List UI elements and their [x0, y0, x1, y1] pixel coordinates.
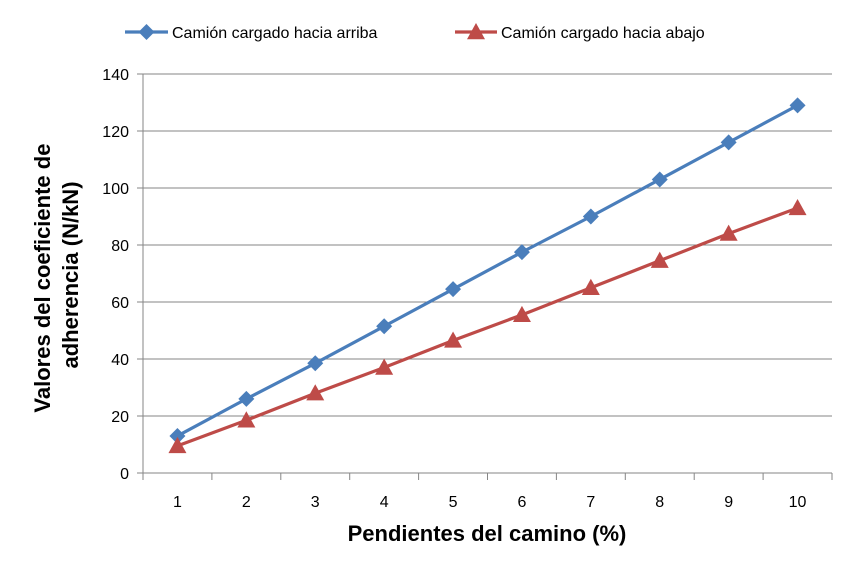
data-point — [237, 411, 256, 428]
series-1 — [169, 97, 806, 444]
y-tick-labels: 0 20 40 60 80 100 120 140 — [102, 67, 129, 483]
data-point — [444, 331, 463, 348]
data-point — [375, 358, 394, 375]
data-point — [719, 224, 738, 241]
data-point — [788, 198, 807, 216]
data-point — [376, 318, 393, 335]
x-axis-title: Pendientes del camino (%) — [348, 521, 627, 546]
y-axis-title: Valores del coeficiente de adherencia (N… — [30, 137, 83, 412]
data-point — [238, 390, 255, 407]
data-point — [169, 427, 186, 444]
y-tick-label: 140 — [102, 67, 129, 84]
legend-marker — [467, 23, 485, 40]
y-axis-title-line-2: adherencia (N/kN) — [58, 181, 83, 368]
y-tick-label: 120 — [102, 124, 129, 141]
data-point — [513, 244, 530, 261]
x-tick-label: 2 — [242, 494, 251, 511]
y-tick-label: 100 — [102, 181, 129, 198]
legend-item-2: Camión cargado hacia abajo — [455, 23, 705, 42]
x-tick-label: 6 — [517, 494, 526, 511]
axes — [137, 73, 833, 480]
series-2 — [168, 198, 807, 454]
x-tick-label: 4 — [380, 494, 389, 511]
data-point — [306, 384, 325, 401]
x-tick-label: 3 — [311, 494, 320, 511]
gridlines — [143, 73, 832, 417]
data-point — [168, 436, 187, 454]
x-tick-label: 9 — [724, 494, 733, 511]
x-tick-label: 5 — [449, 494, 458, 511]
data-point — [651, 171, 668, 188]
x-tick-label: 8 — [655, 494, 664, 511]
legend-label: Camión cargado hacia arriba — [172, 25, 378, 42]
legend-item-1: Camión cargado hacia arriba — [125, 24, 378, 42]
legend-label: Camión cargado hacia abajo — [501, 25, 705, 42]
series-line — [176, 206, 799, 448]
x-tick-label: 7 — [586, 494, 595, 511]
x-tick-labels: 1 2 3 4 5 6 7 8 9 10 — [173, 494, 807, 511]
data-point — [445, 281, 462, 298]
y-tick-label: 80 — [111, 238, 129, 255]
legend: Camión cargado hacia arriba Camión cargad… — [125, 23, 705, 42]
data-point — [512, 305, 531, 323]
data-point — [581, 278, 600, 295]
y-tick-label: 60 — [111, 295, 129, 312]
y-tick-label: 20 — [111, 409, 129, 426]
data-point — [650, 251, 669, 268]
data-point — [789, 97, 806, 114]
y-axis-title-line-1: Valores del coeficiente de — [30, 144, 55, 413]
series-line — [176, 103, 799, 438]
series-group — [168, 97, 807, 454]
data-point — [720, 134, 737, 151]
data-point — [582, 208, 599, 225]
y-tick-label: 0 — [120, 466, 129, 483]
y-tick-label: 40 — [111, 352, 129, 369]
x-tick-label: 10 — [789, 494, 807, 511]
data-point — [307, 355, 324, 372]
x-tick-label: 1 — [173, 494, 182, 511]
legend-marker — [138, 24, 155, 40]
